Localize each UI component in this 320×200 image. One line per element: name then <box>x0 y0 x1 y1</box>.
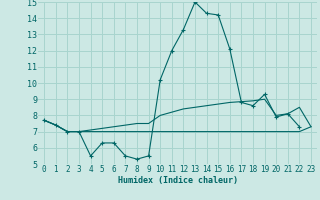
X-axis label: Humidex (Indice chaleur): Humidex (Indice chaleur) <box>118 176 238 185</box>
